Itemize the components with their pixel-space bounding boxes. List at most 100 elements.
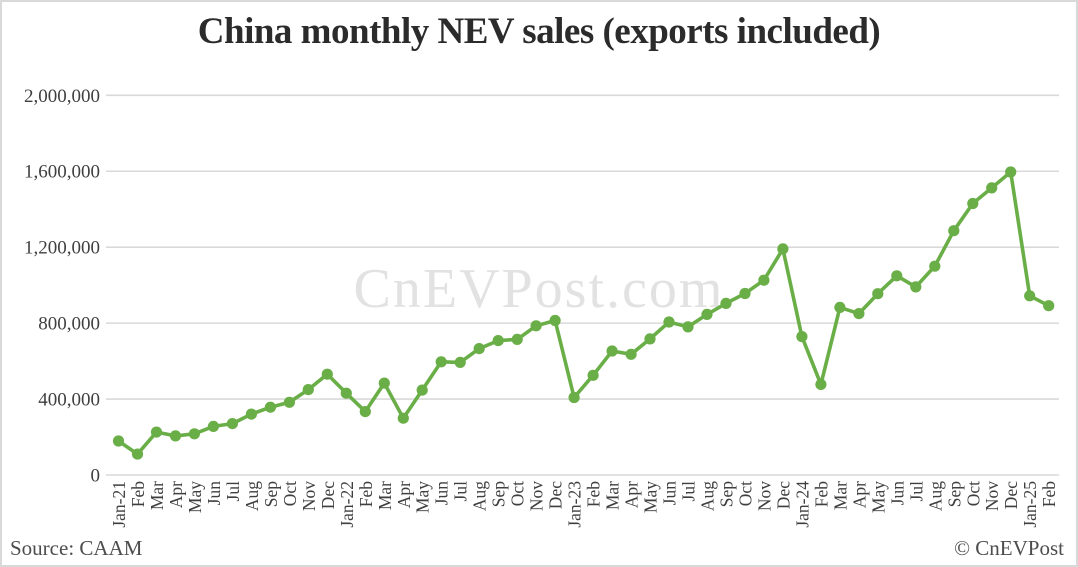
data-point-marker bbox=[283, 396, 295, 408]
x-axis-tick-label: Aug bbox=[242, 481, 262, 511]
data-point-marker bbox=[720, 297, 732, 309]
x-axis-tick-label: Feb bbox=[356, 481, 376, 508]
data-point-marker bbox=[397, 412, 409, 424]
watermark: CnEVPost.com bbox=[353, 258, 725, 320]
data-point-marker bbox=[853, 308, 865, 320]
x-axis-tick-label: Sep bbox=[261, 481, 281, 508]
y-axis-tick-label: 800,000 bbox=[38, 314, 100, 335]
data-point-marker bbox=[777, 243, 789, 255]
x-axis-tick-label: Feb bbox=[811, 481, 831, 508]
data-point-marker bbox=[891, 270, 903, 282]
data-point-marker bbox=[872, 288, 884, 300]
data-point-marker bbox=[910, 281, 922, 293]
data-point-marker bbox=[967, 197, 979, 210]
x-axis-tick-label: Jul bbox=[906, 481, 926, 502]
data-point-marker bbox=[435, 356, 447, 368]
data-point-marker bbox=[587, 369, 599, 381]
x-axis-tick-label: Feb bbox=[1039, 481, 1059, 508]
y-axis-tick-label: 2,000,000 bbox=[24, 86, 100, 107]
data-point-marker bbox=[378, 377, 390, 389]
x-axis-tick-label: Nov bbox=[754, 481, 774, 511]
data-point-marker bbox=[511, 333, 523, 345]
x-axis-tick-label: Dec bbox=[318, 481, 338, 509]
data-point-marker bbox=[682, 321, 694, 333]
x-axis-tick-label: Feb bbox=[128, 481, 148, 508]
y-axis-tick-label: 1,200,000 bbox=[24, 238, 100, 259]
data-point-marker bbox=[625, 348, 637, 360]
data-point-marker bbox=[530, 320, 542, 332]
data-point-marker bbox=[188, 428, 200, 440]
data-point-marker bbox=[245, 408, 257, 420]
chart-title: China monthly NEV sales (exports include… bbox=[197, 11, 881, 52]
x-axis-tick-label: Nov bbox=[982, 481, 1002, 511]
x-axis-tick-label: Dec bbox=[773, 481, 793, 509]
data-point-marker bbox=[150, 426, 163, 438]
data-point-marker bbox=[226, 418, 238, 430]
x-axis-tick-label: Jun bbox=[887, 481, 907, 506]
data-point-marker bbox=[549, 314, 561, 327]
x-axis-tick-label: Jan-23 bbox=[565, 481, 585, 528]
data-point-marker bbox=[302, 384, 314, 396]
data-point-marker bbox=[929, 260, 941, 272]
x-axis-tick-label: Aug bbox=[470, 481, 490, 511]
x-axis-tick-label: Dec bbox=[1001, 481, 1021, 509]
y-axis-tick-label: 0 bbox=[91, 466, 101, 487]
data-point-marker bbox=[758, 274, 770, 286]
data-point-marker bbox=[606, 345, 618, 357]
data-point-marker bbox=[416, 384, 428, 396]
x-axis-tick-label: Sep bbox=[944, 481, 964, 508]
y-axis-tick-label: 400,000 bbox=[38, 390, 100, 411]
data-point-marker bbox=[454, 356, 466, 368]
x-axis-tick-label: Sep bbox=[716, 481, 736, 508]
data-point-marker bbox=[112, 435, 125, 447]
x-axis-tick-label: Mar bbox=[603, 481, 623, 510]
data-point-marker bbox=[834, 301, 846, 313]
x-axis-tick-label: May bbox=[868, 481, 888, 513]
x-axis-tick-label: Oct bbox=[508, 481, 528, 506]
data-point-marker bbox=[131, 448, 144, 460]
data-point-marker bbox=[207, 420, 219, 432]
x-axis-tick-label: Jun bbox=[432, 481, 452, 506]
data-point-marker bbox=[1043, 300, 1055, 312]
data-point-marker bbox=[1005, 166, 1017, 178]
data-point-marker bbox=[492, 335, 504, 347]
x-axis-tick-label: Jan-25 bbox=[1020, 481, 1040, 528]
source-label: Source: CAAM bbox=[10, 536, 143, 560]
x-axis-tick-label: Aug bbox=[697, 481, 717, 511]
x-axis-tick-label: Nov bbox=[299, 481, 319, 511]
data-point-marker bbox=[663, 316, 675, 328]
x-axis-tick-label: Oct bbox=[280, 481, 300, 506]
x-axis-tick-label: Nov bbox=[527, 481, 547, 511]
sales-line bbox=[116, 170, 1051, 456]
data-point-marker bbox=[568, 391, 580, 404]
credit-label: © CnEVPost bbox=[954, 536, 1064, 560]
x-axis-tick-label: Apr bbox=[849, 481, 869, 508]
x-axis-tick-label: Jan-24 bbox=[792, 481, 812, 528]
data-point-marker bbox=[1024, 290, 1036, 302]
x-axis-tick-label: Apr bbox=[166, 481, 186, 508]
x-axis-tick-label: Jan-22 bbox=[337, 481, 357, 528]
x-axis-tick-label: May bbox=[641, 481, 661, 513]
x-axis-tick-label: Jun bbox=[204, 481, 224, 506]
data-point-marker bbox=[739, 287, 751, 300]
data-point-marker bbox=[796, 331, 808, 343]
x-axis-tick-label: Dec bbox=[546, 481, 566, 509]
x-axis-tick-label: Feb bbox=[584, 481, 604, 508]
x-axis-tick-label: Sep bbox=[489, 481, 509, 508]
data-point-marker bbox=[264, 401, 276, 413]
data-point-marker bbox=[340, 387, 352, 399]
data-point-marker bbox=[169, 430, 182, 442]
data-point-marker bbox=[948, 225, 960, 237]
x-axis-tick-label: Oct bbox=[735, 481, 755, 506]
x-axis-tick-label: Aug bbox=[925, 481, 945, 511]
data-point-marker bbox=[473, 343, 485, 355]
x-axis-tick-label: Apr bbox=[622, 481, 642, 508]
x-axis-tick-label: Jan-21 bbox=[109, 481, 129, 528]
data-point-marker bbox=[815, 378, 827, 390]
x-axis-tick-label: May bbox=[185, 481, 205, 513]
x-axis-tick-label: Jul bbox=[679, 481, 699, 502]
data-point-marker bbox=[644, 333, 656, 345]
x-axis-tick-label: May bbox=[413, 481, 433, 513]
x-axis-tick-label: Mar bbox=[375, 481, 395, 510]
